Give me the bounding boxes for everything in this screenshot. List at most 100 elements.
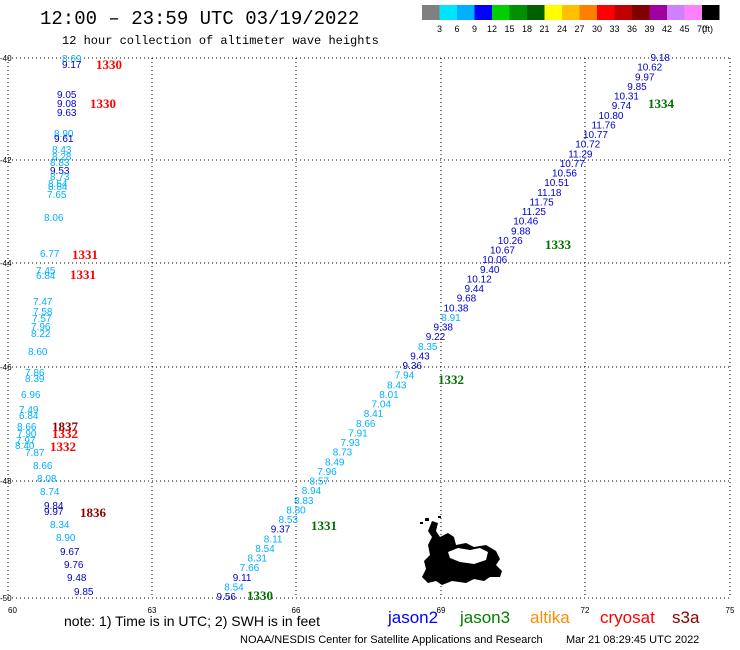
colorbar-label: 70 xyxy=(697,24,707,34)
wave-height-label: 9.48 xyxy=(67,573,87,584)
wave-height-label: 7.47 xyxy=(33,297,53,308)
wave-height-label: 9.56 xyxy=(217,592,237,603)
colorbar-label: 9 xyxy=(472,24,477,34)
colorbar-swatch xyxy=(649,5,667,20)
sat-jason2: jason2 xyxy=(388,608,439,627)
wave-height-label: 8.80 xyxy=(286,505,306,516)
wave-height-label: 8.83 xyxy=(50,158,70,169)
wave-height-label: 8.54 xyxy=(255,544,275,555)
y-tick-label: -44 xyxy=(0,259,12,268)
colorbar-label: 42 xyxy=(662,24,672,34)
wave-height-label: 8.41 xyxy=(364,409,384,420)
wave-height-label: 8.43 xyxy=(387,380,407,391)
y-tick-label: -40 xyxy=(0,54,12,63)
wave-height-label: 11.75 xyxy=(529,197,554,208)
wave-height-label: 7.96 xyxy=(31,322,51,333)
wave-height-label: 8.08 xyxy=(37,474,57,485)
wave-height-label: 8.43 xyxy=(52,145,72,156)
wave-height-label: 8.90 xyxy=(56,533,76,544)
wave-height-label: 8.91 xyxy=(441,313,461,324)
wave-height-label: 7.66 xyxy=(240,563,260,574)
wave-height-label: 7.45 xyxy=(36,266,56,277)
colorbar-swatch xyxy=(632,5,650,20)
colorbar-swatch xyxy=(702,5,720,20)
colorbar-legend: 3 6 9 12 15 18 21 24 27 30 33 36 39 42 45 70(ft) xyxy=(422,5,720,34)
grid-lines xyxy=(7,57,732,599)
colorbar-label: 27 xyxy=(574,24,584,34)
wave-height-label: 8.54 xyxy=(48,179,68,190)
wave-height-label: 9.36 xyxy=(403,361,423,372)
pass-time-label: 1331 xyxy=(70,267,96,282)
wave-height-label: 8.69 xyxy=(62,54,82,65)
wave-height-label: 10.38 xyxy=(443,303,468,314)
colorbar-swatch xyxy=(457,5,475,20)
wave-height-label: 7.87 xyxy=(25,448,45,459)
wave-height-label: 7.58 xyxy=(33,307,53,318)
sat-cryosat: cryosat xyxy=(600,608,655,627)
wave-height-label: 10.77 xyxy=(560,159,585,170)
y-tick-label: -50 xyxy=(0,594,12,603)
colorbar-label: 30 xyxy=(592,24,602,34)
wave-height-label: 7.94 xyxy=(395,371,415,382)
wave-height-label: 8.40 xyxy=(15,441,35,452)
wave-height-label: 8.83 xyxy=(294,496,314,507)
wave-height-label: 9.22 xyxy=(426,332,446,343)
wave-height-label: 8.06 xyxy=(44,213,64,224)
page-title: 12:00 – 23:59 UTC 03/19/2022 xyxy=(40,8,360,30)
track-left-labels: 8.699.179.059.089.638.909.618.438.288.83… xyxy=(15,54,122,598)
x-tick-label: 72 xyxy=(581,606,590,615)
wave-height-label: 8.94 xyxy=(302,486,322,497)
colorbar-swatch xyxy=(422,5,440,20)
wave-height-label: 9.11 xyxy=(233,573,252,584)
wave-height-label: 7.90 xyxy=(17,429,37,440)
sat-jason3: jason3 xyxy=(460,608,511,627)
wave-height-label: 9.76 xyxy=(64,560,84,571)
wave-height-label: 10.62 xyxy=(637,63,662,74)
wave-height-label: 10.77 xyxy=(583,130,608,141)
wave-height-label: 11.29 xyxy=(568,149,593,160)
colorbar-swatch xyxy=(527,5,545,20)
wave-height-label: 9.05 xyxy=(57,90,77,101)
x-tick-label: 60 xyxy=(8,606,17,615)
pass-time-label: 1334 xyxy=(648,96,675,111)
wave-height-label: 8.66 xyxy=(356,419,376,430)
wave-height-label: 9.97 xyxy=(635,72,655,83)
x-tick-label: 63 xyxy=(148,606,157,615)
pass-time-label: 1836 xyxy=(80,505,107,520)
wave-height-label: 10.46 xyxy=(513,217,538,228)
colorbar-swatch xyxy=(614,5,632,20)
footer-note: note: 1) Time is in UTC; 2) SWH is in fe… xyxy=(64,613,320,629)
wave-height-label: 8.39 xyxy=(25,374,45,385)
pass-time-label: 1332 xyxy=(438,372,464,387)
colorbar-swatch xyxy=(544,5,562,20)
wave-height-label: 9.88 xyxy=(511,226,531,237)
colorbar-swatch xyxy=(492,5,510,20)
sat-s3a: s3a xyxy=(672,608,700,627)
wave-height-label: 8.01 xyxy=(379,390,399,401)
wave-height-label: 9.53 xyxy=(50,166,70,177)
wave-height-label: 9.85 xyxy=(627,82,647,93)
wave-height-label: 8.34 xyxy=(50,520,70,531)
pass-time-label: 1330 xyxy=(90,96,116,111)
pass-time-label: 1331 xyxy=(72,247,98,262)
colorbar-label: 15 xyxy=(504,24,514,34)
wave-height-label: 10.06 xyxy=(482,255,507,266)
wave-height-label: 8.66 xyxy=(17,422,37,433)
wave-height-label: 8.49 xyxy=(325,457,345,468)
colorbar-label: 33 xyxy=(609,24,619,34)
wave-height-label: 10.80 xyxy=(598,111,623,122)
colorbar-label: 12 xyxy=(487,24,497,34)
track-diag-labels: 9.1810.629.979.8510.319.7410.8011.7610.7… xyxy=(217,53,675,603)
wave-height-label: 6.84 xyxy=(36,271,56,282)
wave-height-label: 10.72 xyxy=(575,140,600,151)
colorbar-label: 45 xyxy=(679,24,689,34)
sat-altika: altika xyxy=(530,608,570,627)
wave-height-label: 9.97 xyxy=(44,507,64,518)
colorbar-swatch xyxy=(667,5,685,20)
colorbar-swatch xyxy=(562,5,580,20)
pass-time-label: 1837 xyxy=(52,419,79,434)
wave-height-label: 7.91 xyxy=(348,428,368,439)
colorbar-label: 18 xyxy=(522,24,532,34)
wave-height-label: 7.04 xyxy=(372,400,392,411)
